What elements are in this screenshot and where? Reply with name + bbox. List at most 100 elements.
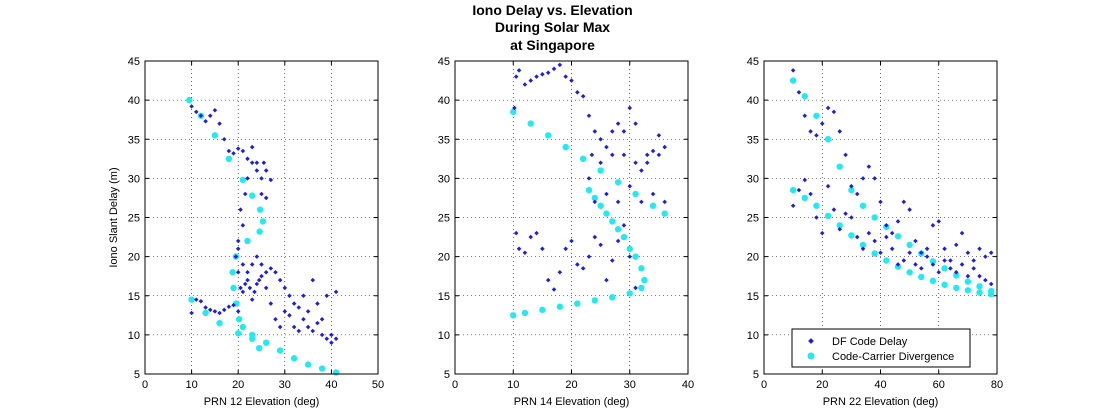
df-code-delay-point xyxy=(965,250,971,255)
y-tick-label: 40 xyxy=(438,95,450,107)
df-code-delay-point xyxy=(249,160,255,165)
df-code-delay-point xyxy=(604,277,609,283)
df-code-delay-point xyxy=(796,187,802,193)
code-carrier-divergence-point xyxy=(562,143,569,151)
df-code-delay-point xyxy=(235,238,241,244)
df-code-delay-point xyxy=(814,133,819,138)
code-carrier-divergence-point xyxy=(632,190,639,198)
y-tick-label: 5 xyxy=(134,369,140,381)
figure-title-line-3: at Singapore xyxy=(510,37,595,53)
df-code-delay-point xyxy=(249,297,255,302)
df-code-delay-point xyxy=(315,301,320,306)
df-code-delay-point xyxy=(580,93,586,99)
plot-panel-1: 0 10 20 30 40 50 5 10 15 20 25 30 35 40 45 PRN 12 Eleva… xyxy=(108,56,384,408)
code-carrier-divergence-point xyxy=(906,241,913,249)
df-code-delay-point xyxy=(633,121,638,126)
x-tick-label: 30 xyxy=(624,379,636,391)
code-carrier-divergence-point xyxy=(614,226,622,233)
df-code-delay-point xyxy=(254,281,260,287)
df-code-delay-point xyxy=(942,258,947,263)
df-code-delay-point xyxy=(615,121,621,126)
code-carrier-divergence-point xyxy=(906,269,913,276)
df-code-delay-point xyxy=(268,301,274,306)
code-carrier-divergence-point xyxy=(290,355,298,362)
code-carrier-divergence-point xyxy=(871,250,878,257)
y-tick-label: 10 xyxy=(438,330,450,342)
code-carrier-divergence-point xyxy=(235,330,242,337)
df-code-delay-point xyxy=(598,136,603,142)
df-code-delay-point xyxy=(198,113,204,119)
df-code-delay-point xyxy=(825,105,831,111)
figure-title-line-2: During Solar Max xyxy=(494,19,611,35)
y-tick-label: 40 xyxy=(128,95,140,107)
code-carrier-divergence-point xyxy=(801,93,808,100)
code-carrier-divergence-point xyxy=(510,312,517,319)
code-carrier-divergence-point xyxy=(894,233,902,240)
df-code-delay-point xyxy=(866,230,872,236)
plot-panel-2: 0 10 20 30 40 5 10 15 20 25 30 35 40 45 PRN 14 Elevati… xyxy=(438,56,694,408)
df-code-delay-point xyxy=(948,266,953,271)
df-code-delay-point xyxy=(639,199,644,205)
y-tick-label: 45 xyxy=(128,56,140,68)
df-code-delay-point xyxy=(261,160,267,165)
df-code-delay-point xyxy=(252,289,257,295)
df-code-delay-point xyxy=(575,262,580,267)
df-code-delay-point xyxy=(240,223,246,228)
df-code-delay-point xyxy=(263,195,269,201)
df-code-delay-point xyxy=(513,230,519,236)
df-code-delay-point xyxy=(965,273,971,279)
code-carrier-divergence-point xyxy=(661,210,668,217)
df-code-delay-point xyxy=(656,133,662,138)
df-code-delay-point xyxy=(268,266,274,271)
df-code-delay-point xyxy=(249,144,255,150)
x-axis-label: PRN 12 Elevation (deg) xyxy=(204,396,320,408)
df-code-delay-point xyxy=(615,238,621,244)
df-code-delay-point xyxy=(540,72,545,77)
legend-marker-code-carrier-divergence xyxy=(807,352,815,360)
df-code-delay-point xyxy=(913,262,918,267)
df-code-delay-point xyxy=(516,68,522,73)
df-code-delay-point xyxy=(872,176,877,181)
legend-box xyxy=(791,328,971,368)
df-code-delay-point xyxy=(254,168,260,173)
df-code-delay-point xyxy=(245,270,250,275)
df-code-delay-point xyxy=(808,129,813,134)
code-carrier-divergence-point xyxy=(591,297,598,304)
code-carrier-divergence-point xyxy=(987,290,995,298)
code-carrier-divergence-point xyxy=(964,287,972,294)
df-code-delay-point xyxy=(598,242,603,248)
df-code-delay-point xyxy=(324,336,330,342)
y-tick-label: 25 xyxy=(747,213,759,225)
y-tick-label: 35 xyxy=(747,134,759,146)
y-tick-label: 30 xyxy=(128,173,140,185)
code-carrier-divergence-point xyxy=(638,284,645,292)
df-code-delay-point xyxy=(930,223,936,228)
code-carrier-divergence-point xyxy=(883,257,890,264)
df-code-delay-point xyxy=(193,297,199,302)
plot-panel-3: 0 20 40 60 80 5 10 15 20 25 30 35 40 45 PRN 22 Elevati… xyxy=(747,56,1003,408)
code-carrier-divergence-point xyxy=(941,265,948,272)
df-code-delay-point xyxy=(545,277,551,283)
df-code-delay-point xyxy=(329,332,334,338)
df-code-delay-point xyxy=(586,113,592,119)
df-code-delay-point xyxy=(198,298,204,304)
code-carrier-divergence-point xyxy=(216,319,223,327)
df-code-delay-point xyxy=(287,293,292,299)
code-carrier-divergence-point xyxy=(603,210,610,217)
x-tick-label: 60 xyxy=(933,379,945,391)
df-code-delay-point xyxy=(889,230,895,236)
df-code-delay-point xyxy=(988,250,994,255)
df-code-delay-point xyxy=(310,328,316,334)
y-tick-label: 15 xyxy=(128,291,140,303)
legend-label-code-carrier-divergence: Code-Carrier Divergence xyxy=(832,351,954,363)
df-code-delay-point xyxy=(878,250,883,255)
df-code-delay-point xyxy=(557,62,563,68)
df-code-delay-point xyxy=(221,136,227,142)
df-code-delay-point xyxy=(808,191,813,197)
code-carrier-divergence-point xyxy=(638,265,645,272)
y-tick-label: 25 xyxy=(128,213,140,225)
x-tick-label: 0 xyxy=(142,379,148,391)
code-carrier-divergence-point xyxy=(848,186,855,194)
x-tick-label: 30 xyxy=(279,379,291,391)
df-code-delay-point xyxy=(977,246,982,252)
